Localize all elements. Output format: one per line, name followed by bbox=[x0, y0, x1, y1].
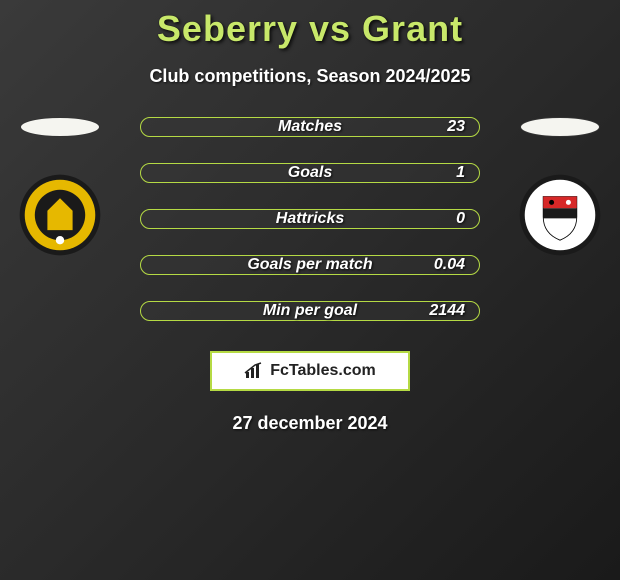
club-crest-icon bbox=[18, 173, 102, 257]
bar-chart-icon bbox=[244, 362, 266, 380]
page-title: Seberry vs Grant bbox=[0, 8, 620, 50]
footer-date: 27 december 2024 bbox=[0, 413, 620, 434]
stat-label: Min per goal bbox=[263, 302, 357, 320]
stat-label: Matches bbox=[278, 118, 342, 136]
brand-text: FcTables.com bbox=[270, 362, 376, 380]
content-area: Matches 23 Goals 1 Hattricks 0 Goals per… bbox=[0, 117, 620, 434]
stat-label: Goals bbox=[288, 164, 332, 182]
stat-value: 1 bbox=[456, 164, 465, 182]
avatar-placeholder bbox=[20, 117, 100, 137]
stats-list: Matches 23 Goals 1 Hattricks 0 Goals per… bbox=[140, 117, 480, 321]
stat-label: Goals per match bbox=[247, 256, 372, 274]
club-crest-icon bbox=[518, 173, 602, 257]
stat-label: Hattricks bbox=[276, 210, 344, 228]
stat-value: 2144 bbox=[429, 302, 465, 320]
stat-value: 23 bbox=[447, 118, 465, 136]
stat-row: Matches 23 bbox=[140, 117, 480, 137]
page-subtitle: Club competitions, Season 2024/2025 bbox=[0, 66, 620, 87]
stat-row: Hattricks 0 bbox=[140, 209, 480, 229]
player-avatar-left bbox=[20, 117, 100, 137]
stat-row: Min per goal 2144 bbox=[140, 301, 480, 321]
brand-badge[interactable]: FcTables.com bbox=[210, 351, 410, 391]
player-avatar-right bbox=[520, 117, 600, 137]
stat-row: Goals 1 bbox=[140, 163, 480, 183]
club-badge-left bbox=[18, 173, 102, 257]
avatar-placeholder bbox=[520, 117, 600, 137]
stat-value: 0.04 bbox=[434, 256, 465, 274]
stat-value: 0 bbox=[456, 210, 465, 228]
club-badge-right bbox=[518, 173, 602, 257]
stat-row: Goals per match 0.04 bbox=[140, 255, 480, 275]
